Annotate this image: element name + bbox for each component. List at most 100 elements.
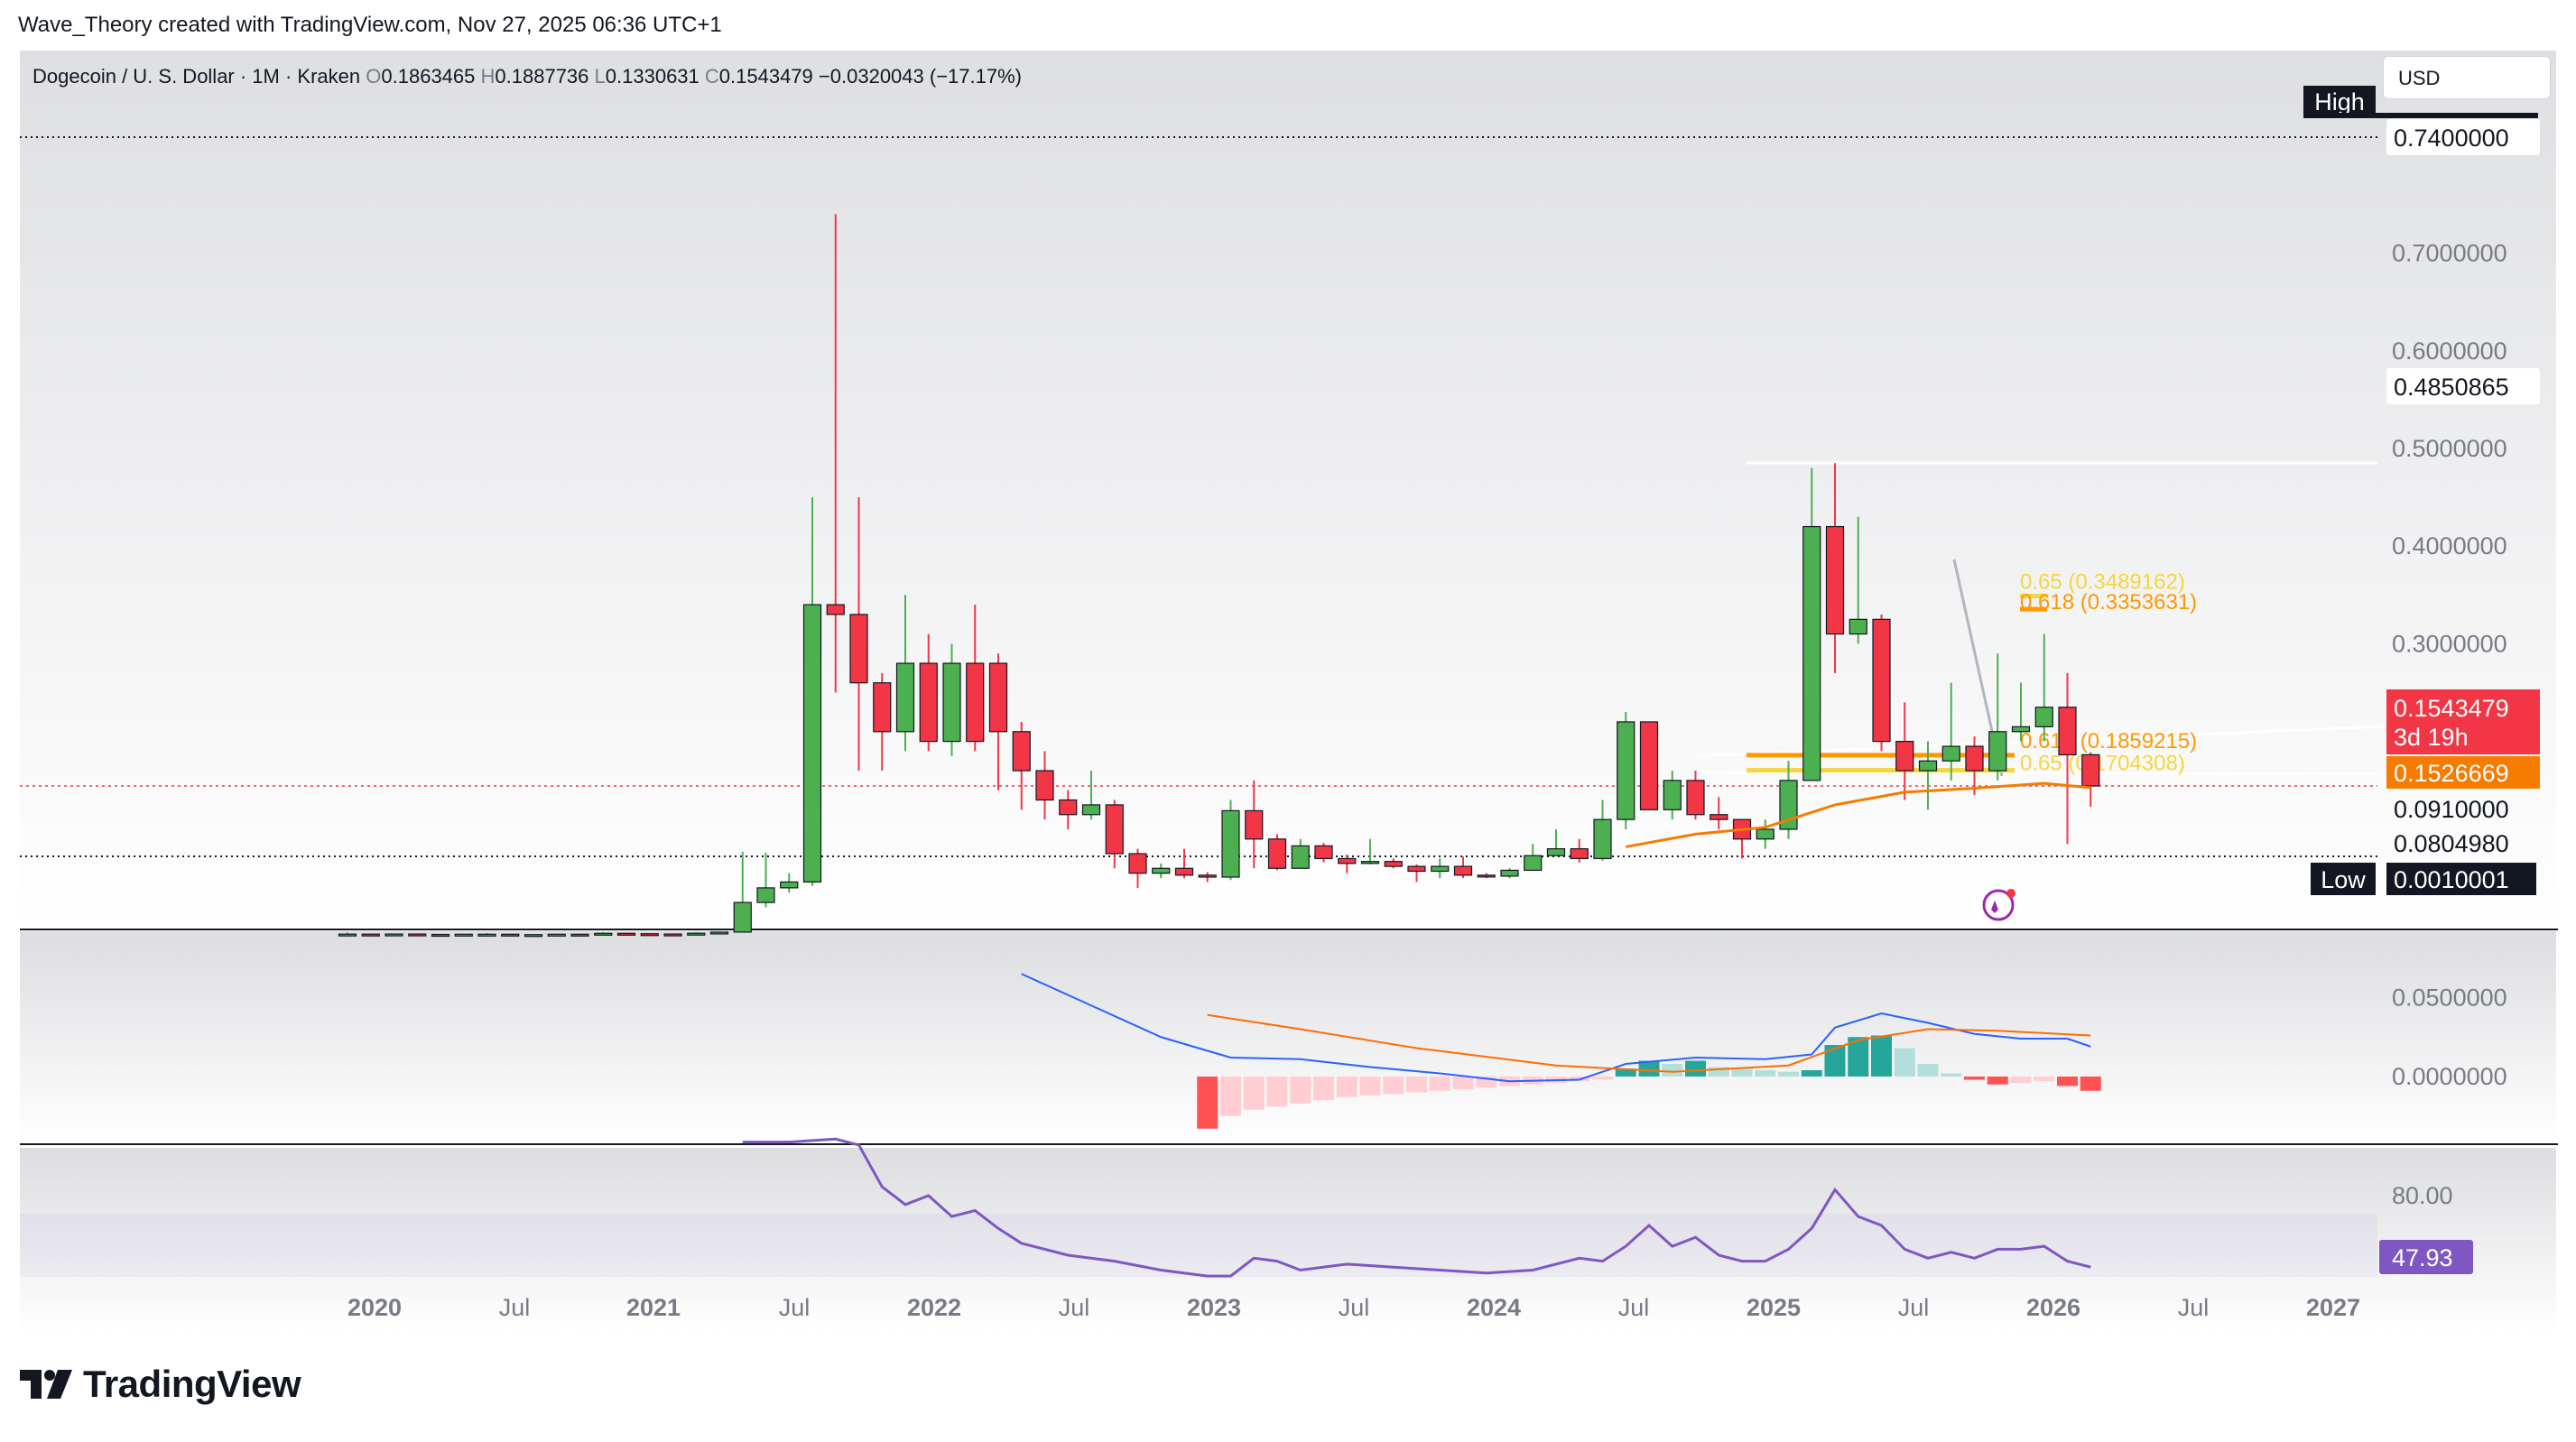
candle-body bbox=[1524, 855, 1543, 872]
time-axis-label: Jul bbox=[1059, 1294, 1090, 1321]
candle-body bbox=[1105, 804, 1124, 855]
candle-body bbox=[1384, 861, 1403, 867]
candle-body bbox=[570, 933, 589, 937]
candle-body bbox=[594, 932, 613, 936]
candle-body bbox=[1012, 731, 1031, 772]
candle-body bbox=[1546, 848, 1566, 856]
candle-body bbox=[2081, 753, 2100, 787]
macd-histogram-bar bbox=[1615, 1068, 1636, 1077]
price-axis-label: 0.7000000 bbox=[2392, 240, 2507, 267]
candle-body bbox=[1965, 745, 1984, 772]
macd-histogram-bar bbox=[1824, 1045, 1846, 1077]
time-axis-label: Jul bbox=[1339, 1294, 1370, 1321]
sparkle-ring bbox=[1982, 889, 2015, 921]
candle-body bbox=[802, 604, 822, 883]
rsi-band bbox=[20, 1214, 2377, 1277]
open-value: 0.1863465 bbox=[381, 65, 476, 88]
macd-axis-label: 0.0500000 bbox=[2392, 984, 2507, 1012]
currency-selector[interactable]: USD bbox=[2383, 56, 2551, 99]
macd-histogram-bar bbox=[1917, 1064, 1939, 1077]
candle-body bbox=[1221, 809, 1240, 878]
time-axis-label: 2025 bbox=[1747, 1294, 1801, 1321]
fib-level-label: 0.618 (0.3353631) bbox=[2020, 590, 2197, 615]
ema-price-tag: 0.1526669 bbox=[2394, 760, 2509, 787]
close-label: C bbox=[704, 65, 719, 88]
candle-body bbox=[385, 933, 403, 937]
macd-signal-line bbox=[1207, 1013, 2091, 1073]
price-axis-label: 0.3000000 bbox=[2392, 630, 2507, 657]
candle-body bbox=[1639, 721, 1659, 810]
candle-body bbox=[1081, 804, 1101, 816]
candle-body bbox=[1267, 838, 1287, 869]
candle-body bbox=[477, 933, 496, 937]
macd-histogram-bar bbox=[1755, 1070, 1776, 1077]
support-tag-2: 0.0804980 bbox=[2394, 830, 2509, 857]
last-price-tag-bg bbox=[2386, 689, 2540, 754]
close-value: 0.1543479 bbox=[718, 65, 813, 88]
open-label: O bbox=[366, 65, 382, 88]
candle-body bbox=[1245, 809, 1264, 840]
candle-body bbox=[1570, 848, 1589, 860]
low-tag-label: Low bbox=[2321, 866, 2366, 893]
rsi-value-tag-bg bbox=[2379, 1240, 2473, 1274]
candle-body bbox=[1174, 867, 1194, 876]
macd-histogram-bar bbox=[2034, 1077, 2055, 1082]
candle-body bbox=[687, 932, 706, 936]
time-axis-label: 2026 bbox=[2026, 1294, 2080, 1321]
high-label: H bbox=[480, 65, 496, 88]
macd-histogram-bar bbox=[1197, 1077, 1219, 1129]
sparkle-icon bbox=[1982, 889, 2015, 921]
time-axis-label: 2020 bbox=[347, 1294, 402, 1321]
candle-body bbox=[1035, 770, 1054, 801]
low-tag-value: 0.0010001 bbox=[2394, 866, 2509, 893]
high-tag-value-bg bbox=[2386, 119, 2540, 155]
candle-body bbox=[1314, 845, 1333, 860]
macd-histogram-bar bbox=[1220, 1077, 1241, 1116]
macd-axis-label: 0.0000000 bbox=[2392, 1063, 2507, 1090]
time-axis-label: 2027 bbox=[2306, 1294, 2360, 1321]
low-value: 0.1330631 bbox=[605, 65, 700, 88]
time-axis-label: 2022 bbox=[907, 1294, 961, 1321]
tradingview-logo[interactable]: TradingView bbox=[20, 1363, 301, 1406]
rsi-value-tag: 47.93 bbox=[2392, 1244, 2453, 1271]
support-tag-1: 0.0910000 bbox=[2394, 796, 2509, 823]
candle-body bbox=[1918, 760, 1938, 772]
candle-body bbox=[1338, 857, 1357, 864]
time-axis-label: Jul bbox=[1898, 1294, 1930, 1321]
candle-body bbox=[547, 933, 566, 937]
candle-body bbox=[1152, 867, 1171, 874]
macd-histogram-bar bbox=[1778, 1071, 1799, 1077]
symbol-name[interactable]: Dogecoin / U. S. Dollar · 1M · Kraken bbox=[32, 65, 361, 88]
countdown-tag: 3d 19h bbox=[2394, 724, 2469, 751]
macd-histogram-bar bbox=[1383, 1077, 1404, 1095]
candle-body bbox=[780, 881, 799, 889]
macd-histogram-bar bbox=[1452, 1077, 1474, 1089]
macd-histogram-bar bbox=[1871, 1035, 1892, 1077]
price-axis-label: 0.6000000 bbox=[2392, 337, 2507, 365]
macd-histogram-bar bbox=[1592, 1077, 1613, 1080]
candle-body bbox=[1059, 799, 1078, 816]
candle-body bbox=[454, 933, 473, 937]
candle-body bbox=[849, 614, 868, 684]
candle-body bbox=[431, 933, 450, 938]
high-tag-value: 0.7400000 bbox=[2394, 125, 2509, 152]
last-price-tag: 0.1543479 bbox=[2394, 695, 2509, 722]
macd-histogram-bar bbox=[2080, 1077, 2101, 1091]
candle-body bbox=[1291, 845, 1310, 869]
low-tag-bg bbox=[2311, 863, 2376, 895]
candle-body bbox=[988, 662, 1008, 733]
macd-histogram-bar bbox=[1243, 1077, 1265, 1110]
candle-body bbox=[919, 662, 938, 743]
price-axis-label: 0.4000000 bbox=[2392, 532, 2507, 559]
candle-body bbox=[1360, 861, 1380, 864]
candle-body bbox=[1941, 745, 1960, 762]
low-label: L bbox=[594, 65, 606, 88]
candle-body bbox=[1198, 874, 1217, 878]
macd-histogram-bar bbox=[1429, 1077, 1450, 1091]
fib-level-label: 0.65 (0.3489162) bbox=[2020, 569, 2185, 594]
candle-body bbox=[895, 662, 915, 733]
rsi-axis-label: 80.00 bbox=[2392, 1182, 2453, 1209]
candle-body bbox=[2011, 726, 2031, 733]
tradingview-mark-icon bbox=[20, 1366, 74, 1402]
